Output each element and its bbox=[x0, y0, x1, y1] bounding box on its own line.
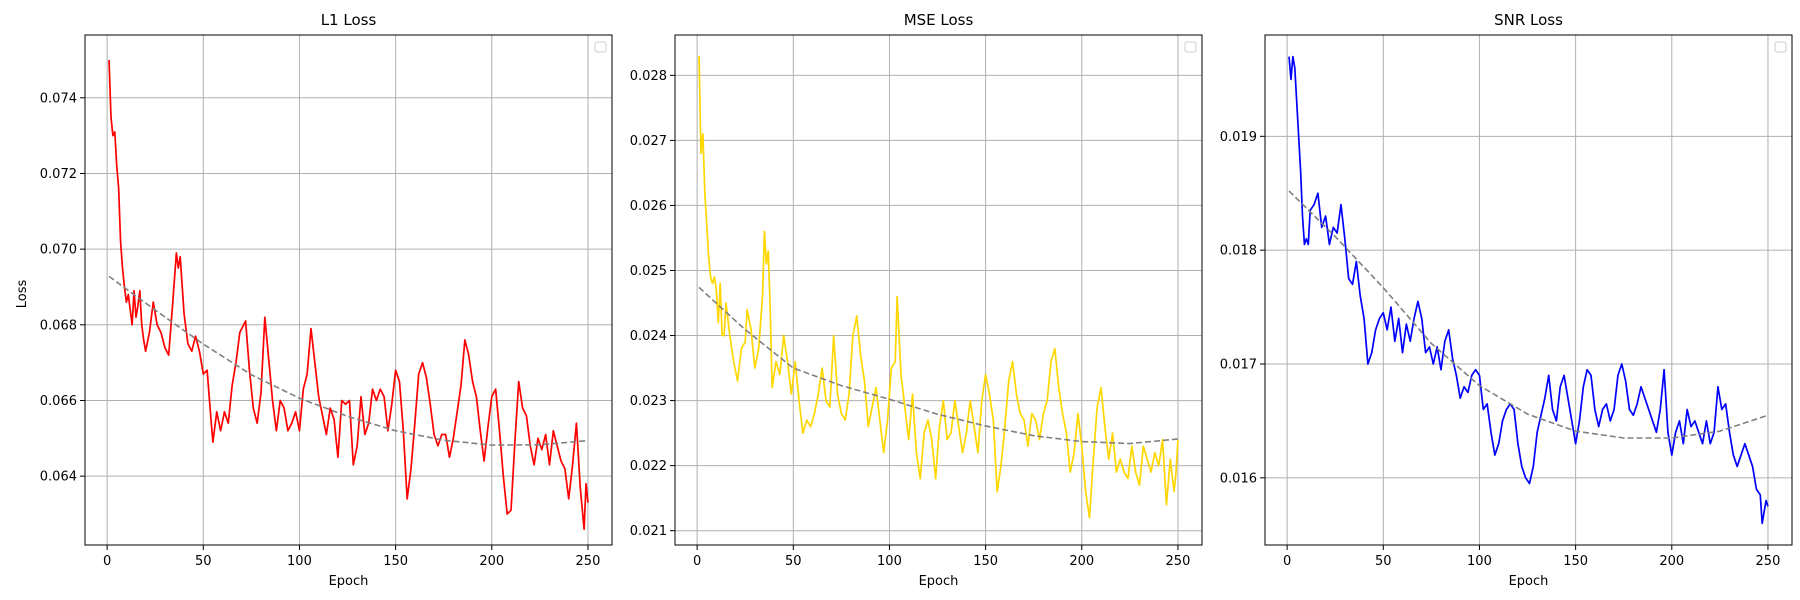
x-tick-label: 0 bbox=[103, 554, 111, 569]
y-tick-label: 0.023 bbox=[630, 394, 667, 409]
y-tick-label: 0.066 bbox=[40, 394, 77, 409]
x-tick-label: 50 bbox=[785, 554, 802, 569]
x-axis-label: Epoch bbox=[919, 574, 959, 589]
trend-line bbox=[698, 286, 1179, 445]
x-tick-label: 50 bbox=[1375, 554, 1392, 569]
y-tick-label: 0.026 bbox=[630, 199, 667, 214]
figure-ylabel: Loss bbox=[15, 280, 30, 309]
axes-frame bbox=[674, 34, 1203, 546]
trend-line bbox=[108, 275, 589, 446]
x-tick-label: 200 bbox=[1659, 554, 1684, 569]
loss-line bbox=[108, 59, 589, 530]
y-tick-label: 0.064 bbox=[40, 470, 77, 485]
legend-box bbox=[594, 41, 607, 53]
x-tick-label: 100 bbox=[1467, 554, 1492, 569]
x-tick-label: 0 bbox=[1283, 554, 1291, 569]
y-tick-label: 0.028 bbox=[630, 69, 667, 84]
plot-area bbox=[85, 35, 612, 545]
x-tick-label: 150 bbox=[383, 554, 408, 569]
plot-area bbox=[1265, 35, 1792, 545]
x-tick-label: 200 bbox=[479, 554, 504, 569]
legend-box bbox=[1184, 41, 1197, 53]
y-tick-label: 0.017 bbox=[1220, 357, 1257, 372]
y-tick-label: 0.072 bbox=[40, 167, 77, 182]
y-tick-label: 0.018 bbox=[1220, 244, 1257, 259]
x-tick-label: 100 bbox=[287, 554, 312, 569]
chart-panel-1: 0 50 100 150 200 250 0.064 0.066 0.068 0.070 0.072… bbox=[40, 11, 613, 589]
x-tick-label: 0 bbox=[693, 554, 701, 569]
x-tick-label: 250 bbox=[576, 554, 601, 569]
y-tick-label: 0.025 bbox=[630, 264, 667, 279]
y-tick-label: 0.068 bbox=[40, 318, 77, 333]
y-tick-label: 0.070 bbox=[40, 243, 77, 258]
x-tick-label: 150 bbox=[1563, 554, 1588, 569]
x-tick-label: 200 bbox=[1069, 554, 1094, 569]
chart-title: SNR Loss bbox=[1494, 11, 1563, 29]
y-tick-label: 0.016 bbox=[1220, 471, 1257, 486]
axes-frame bbox=[84, 34, 613, 546]
loss-line bbox=[1288, 55, 1769, 525]
x-tick-label: 100 bbox=[877, 554, 902, 569]
legend-box bbox=[1774, 41, 1787, 53]
chart-title: MSE Loss bbox=[904, 11, 974, 29]
y-tick-label: 0.024 bbox=[630, 329, 667, 344]
y-tick-label: 0.022 bbox=[630, 459, 667, 474]
x-axis-label: Epoch bbox=[329, 574, 369, 589]
x-tick-label: 50 bbox=[195, 554, 212, 569]
chart-panel-2: 0 50 100 150 200 250 0.021 0.022 0.023 0.024 0.025… bbox=[630, 11, 1203, 589]
chart-panel-3: 0 50 100 150 200 250 0.016 0.017 0.018 0.019 SNR L… bbox=[1220, 11, 1793, 589]
trend-line bbox=[1288, 190, 1769, 439]
chart-title: L1 Loss bbox=[321, 11, 377, 29]
x-tick-label: 250 bbox=[1756, 554, 1781, 569]
x-tick-label: 150 bbox=[973, 554, 998, 569]
y-tick-label: 0.074 bbox=[40, 91, 77, 106]
x-axis-label: Epoch bbox=[1509, 574, 1549, 589]
y-tick-label: 0.027 bbox=[630, 134, 667, 149]
y-tick-label: 0.019 bbox=[1220, 130, 1257, 145]
x-tick-label: 250 bbox=[1166, 554, 1191, 569]
axes-frame bbox=[1264, 34, 1793, 546]
y-tick-label: 0.021 bbox=[630, 524, 667, 539]
